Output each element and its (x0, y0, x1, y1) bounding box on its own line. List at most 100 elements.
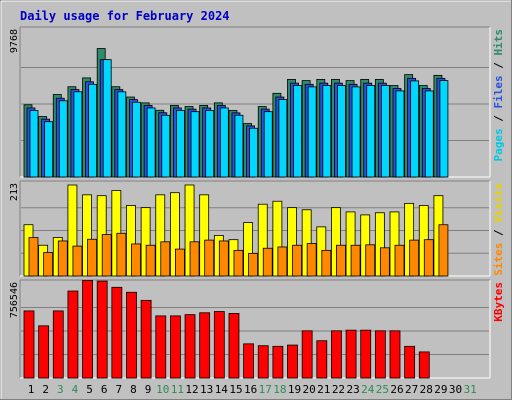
panel-hits: 9768 Pages / Files / Hits (9, 26, 505, 178)
bar-pages-day-18 (278, 99, 288, 178)
bar-sites-day-19 (292, 244, 302, 277)
bar-sites-day-7 (116, 232, 127, 277)
bar-pages-day-7 (117, 91, 127, 178)
bar-sites-day-9 (145, 244, 156, 277)
side-label-visits: Visits (492, 183, 505, 223)
x-label-day-13: 13 (200, 383, 213, 396)
x-label-day-1: 1 (28, 383, 35, 396)
bar-kbytes-day-18 (272, 345, 284, 379)
x-label-day-12: 12 (185, 383, 198, 396)
bar-kbytes-day-20 (301, 330, 313, 379)
bar-sites-day-10 (160, 241, 171, 277)
x-label-day-30: 30 (449, 383, 462, 396)
bar-sites-day-3 (57, 240, 68, 277)
bar-visits-day-18 (272, 200, 283, 277)
bar-visits-day-9 (140, 207, 151, 277)
bar-pages-day-26 (395, 90, 405, 178)
bar-sites-day-5 (87, 238, 97, 277)
bar-kbytes-day-28 (418, 351, 430, 379)
bar-sites-day-15 (233, 249, 244, 277)
bar-kbytes-day-10 (155, 315, 167, 379)
bar-kbytes-day-5 (82, 280, 93, 379)
bar-sites-day-12 (189, 241, 200, 277)
bar-sites-day-2 (43, 252, 54, 277)
bar-kbytes-day-3 (52, 310, 64, 379)
bar-visits-day-23 (345, 211, 356, 277)
bar-pages-day-28 (424, 90, 434, 178)
side-label-sites: Sites (492, 243, 505, 276)
x-label-day-10: 10 (156, 383, 169, 396)
bar-pages-day-10 (161, 114, 171, 178)
bar-pages-day-14 (219, 107, 229, 178)
bar-kbytes-day-21 (316, 340, 328, 379)
bar-visits-day-5 (82, 194, 92, 277)
bar-sites-day-13 (204, 239, 215, 277)
bar-sites-day-17 (262, 247, 273, 277)
bar-pages-day-2 (44, 121, 54, 178)
bar-kbytes-day-7 (111, 286, 123, 379)
x-label-day-17: 17 (259, 383, 272, 396)
bar-kbytes-day-23 (345, 329, 357, 379)
x-label-day-24: 24 (361, 383, 375, 396)
bar-visits-day-4 (67, 184, 78, 277)
bar-pages-day-22 (337, 85, 346, 178)
bar-visits-day-20 (301, 209, 312, 277)
x-label-day-3: 3 (57, 383, 64, 396)
bar-sites-day-14 (218, 240, 229, 277)
x-label-day-21: 21 (317, 383, 330, 396)
side-label-pages: Pages (492, 128, 505, 161)
x-label-day-25: 25 (376, 383, 389, 396)
bar-sites-day-11 (174, 248, 185, 277)
x-label-day-8: 8 (130, 383, 137, 396)
x-label-day-2: 2 (42, 383, 49, 396)
y-max-label-kbytes: 756546 (9, 282, 20, 318)
bar-visits-day-22 (331, 207, 341, 277)
bar-kbytes-day-4 (67, 290, 79, 379)
bar-pages-day-17 (263, 111, 273, 178)
x-label-day-15: 15 (229, 383, 242, 396)
x-label-day-6: 6 (101, 383, 108, 396)
bar-sites-day-8 (131, 243, 141, 277)
x-label-day-31: 31 (464, 383, 477, 396)
bar-kbytes-day-27 (404, 345, 416, 379)
bar-kbytes-day-1 (23, 310, 35, 379)
bar-sites-day-16 (248, 252, 259, 277)
bar-sites-day-25 (379, 247, 390, 277)
bar-pages-day-13 (205, 110, 215, 178)
bar-visits-day-8 (126, 205, 136, 277)
bar-sites-day-20 (306, 243, 317, 277)
bar-pages-day-21 (322, 85, 332, 178)
bar-kbytes-day-15 (228, 312, 240, 379)
bar-visits-day-11 (169, 192, 180, 277)
x-axis-labels: 1 2 3 4 5 6 7 8 9 10 11 12 13 14 15 16 17 18 19 20 21 22 23 24 2… (28, 383, 477, 396)
bar-pages-day-20 (307, 86, 317, 178)
bar-pages-day-6 (102, 59, 112, 178)
bar-kbytes-day-6 (96, 280, 108, 379)
bar-pages-day-5 (88, 83, 97, 178)
bar-kbytes-day-12 (184, 314, 196, 379)
side-label-hits: Pages / Files / Hits (492, 29, 505, 162)
x-label-day-11: 11 (171, 383, 184, 396)
bar-pages-day-24 (366, 85, 376, 178)
bar-pages-day-8 (132, 101, 141, 178)
bar-visits-day-27 (404, 202, 415, 277)
bar-kbytes-day-14 (213, 311, 225, 379)
x-label-day-20: 20 (303, 383, 316, 396)
x-label-day-23: 23 (346, 383, 359, 396)
side-label-visits: Sites / Visits (492, 183, 505, 276)
bar-pages-day-11 (175, 110, 185, 178)
bar-pages-day-1 (29, 110, 39, 178)
bar-kbytes-day-8 (126, 291, 137, 379)
bar-sites-day-23 (350, 244, 361, 277)
chart-title: Daily usage for February 2024 (20, 9, 230, 23)
side-label-files: Files (492, 75, 505, 108)
bar-visits-day-17 (257, 203, 268, 277)
y-max-label-visits: 213 (9, 183, 20, 201)
side-label-separator: / (492, 56, 505, 76)
bar-sites-day-28 (423, 239, 434, 277)
bar-sites-day-24 (365, 244, 376, 277)
bar-pages-day-15 (234, 114, 244, 178)
panel-visits: 213 Sites / Visits (9, 180, 505, 277)
x-label-day-16: 16 (244, 383, 257, 396)
